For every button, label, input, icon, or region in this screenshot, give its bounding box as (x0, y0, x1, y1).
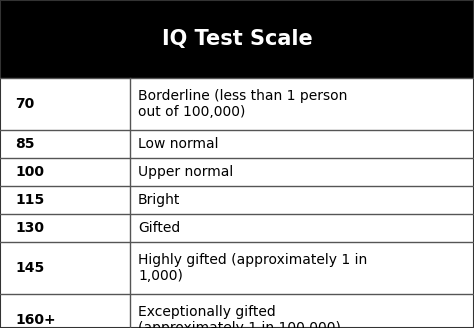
Text: 70: 70 (16, 97, 35, 111)
Text: Low normal: Low normal (138, 137, 219, 151)
Bar (0, 242, 474, 294)
Text: Exceptionally gifted
(approximately 1 in 100,000): Exceptionally gifted (approximately 1 in… (138, 305, 341, 328)
Bar (0, 294, 474, 328)
Bar (0, 186, 474, 214)
Text: 85: 85 (16, 137, 35, 151)
Text: Borderline (less than 1 person
out of 100,000): Borderline (less than 1 person out of 10… (138, 89, 347, 119)
Text: 115: 115 (16, 193, 45, 207)
Text: 145: 145 (16, 261, 45, 275)
Text: 160+: 160+ (16, 313, 56, 327)
Text: 130: 130 (16, 221, 45, 235)
Text: IQ Test Scale: IQ Test Scale (162, 29, 312, 49)
Text: Gifted: Gifted (138, 221, 180, 235)
Bar (0, 130, 474, 158)
Text: 100: 100 (16, 165, 45, 179)
Bar (0, 0, 474, 78)
Text: Upper normal: Upper normal (138, 165, 233, 179)
Bar (0, 214, 474, 242)
Text: Bright: Bright (138, 193, 181, 207)
Bar (0, 158, 474, 186)
Bar (0, 78, 474, 130)
Text: Highly gifted (approximately 1 in
1,000): Highly gifted (approximately 1 in 1,000) (138, 253, 367, 283)
